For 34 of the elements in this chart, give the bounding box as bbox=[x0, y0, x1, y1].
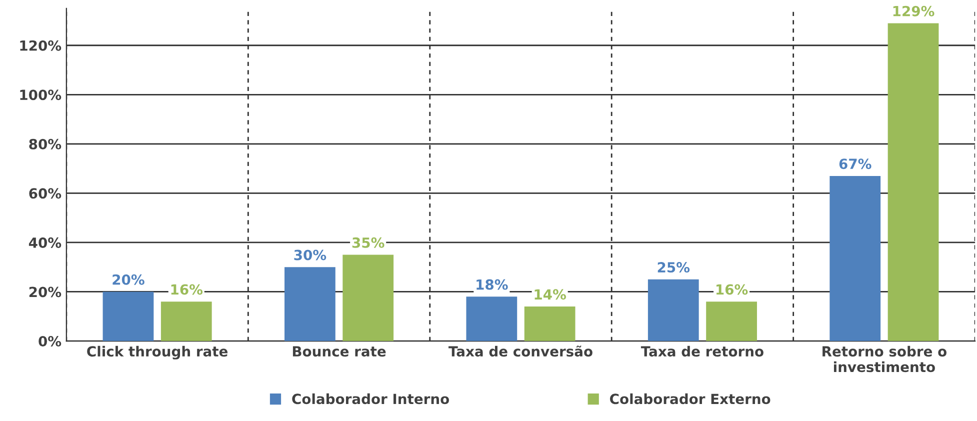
bar bbox=[102, 292, 154, 342]
x-tick-label: Taxa de retorno bbox=[640, 346, 764, 357]
bar bbox=[888, 23, 939, 342]
data-label: 14% bbox=[534, 289, 566, 300]
bar bbox=[830, 176, 881, 342]
legend-label: Colaborador Externo bbox=[610, 393, 770, 404]
y-tick-label: 120% bbox=[20, 40, 62, 51]
data-label: 129% bbox=[893, 6, 934, 16]
y-tick-label: 20% bbox=[29, 286, 62, 298]
data-label: 67% bbox=[839, 158, 872, 170]
data-label: 18% bbox=[476, 279, 508, 290]
bar bbox=[466, 296, 518, 342]
x-tick-label: Bounce rate bbox=[292, 346, 386, 357]
bar bbox=[524, 306, 576, 342]
x-tick-label: Taxa de conversão bbox=[448, 346, 592, 357]
y-tick-label: 100% bbox=[20, 90, 62, 100]
bar bbox=[648, 279, 699, 342]
y-tick-label: 40% bbox=[28, 237, 62, 248]
bar bbox=[160, 302, 212, 342]
y-tick-label: 80% bbox=[29, 138, 62, 150]
bar bbox=[706, 302, 757, 342]
y-tick-label: 0% bbox=[38, 336, 62, 346]
y-tick-label: 60% bbox=[29, 188, 62, 199]
bar bbox=[284, 267, 336, 342]
x-tick-label: Retorno sobre o investimento bbox=[822, 346, 946, 372]
data-label: 16% bbox=[716, 284, 748, 295]
data-label: 35% bbox=[352, 237, 384, 248]
bar bbox=[342, 254, 394, 342]
legend-label: Colaborador Interno bbox=[292, 393, 450, 404]
data-label: 16% bbox=[171, 284, 203, 295]
x-tick-label: Click through rate bbox=[87, 346, 228, 360]
data-label: 20% bbox=[112, 274, 144, 285]
data-label: 30% bbox=[294, 250, 326, 260]
data-label: 25% bbox=[658, 262, 690, 273]
